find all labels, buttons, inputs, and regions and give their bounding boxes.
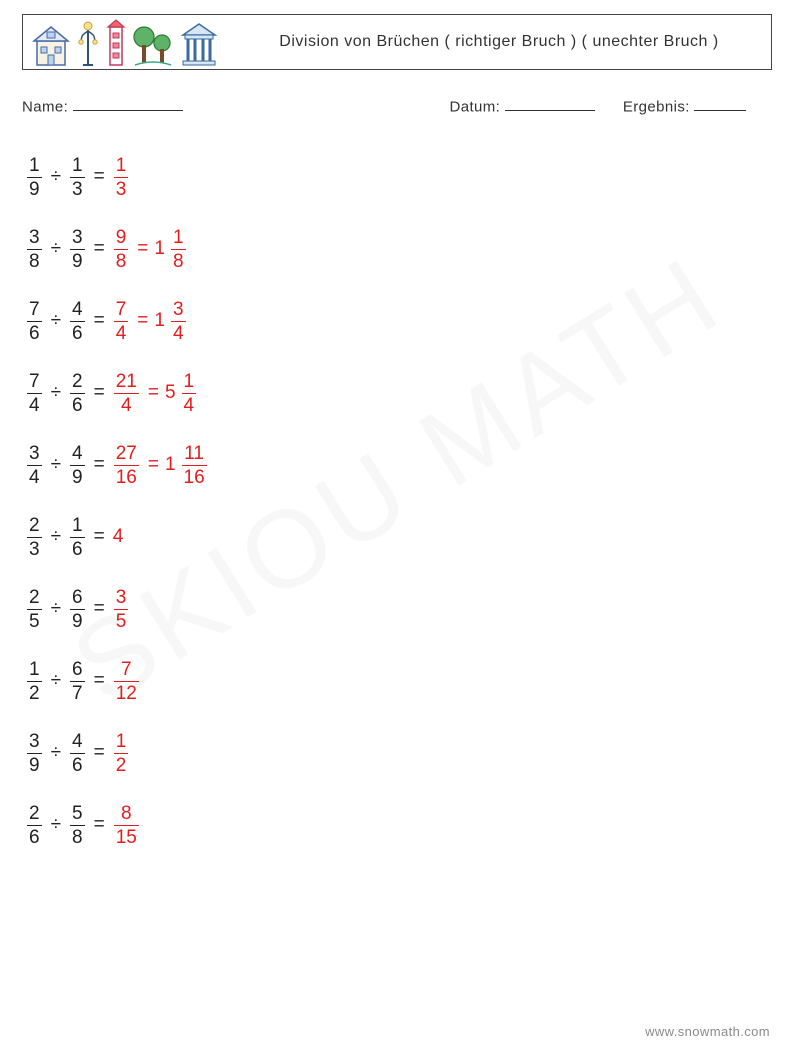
result-label: Ergebnis: — [623, 98, 690, 115]
division-sign: ÷ — [51, 526, 61, 548]
equals-sign: = — [94, 814, 105, 836]
fraction: 35 — [114, 588, 129, 631]
equals-sign: = — [148, 454, 159, 476]
equals-sign: = — [137, 310, 148, 332]
fraction: 46 — [70, 300, 85, 343]
fraction: 34 — [171, 300, 186, 343]
fraction: 25 — [27, 588, 42, 631]
problem-row: 26 ÷ 58 = 815 — [24, 789, 772, 861]
equals-sign: = — [94, 742, 105, 764]
fraction: 39 — [70, 228, 85, 271]
house-icon — [31, 23, 71, 67]
problem-row: 38 ÷ 39 = 98 = 118 — [24, 213, 772, 285]
equals-sign: = — [137, 238, 148, 260]
equals-sign: = — [94, 454, 105, 476]
fraction: 26 — [70, 372, 85, 415]
fraction: 13 — [70, 156, 85, 199]
fraction: 74 — [114, 300, 129, 343]
fraction: 1116 — [182, 444, 207, 487]
equals-sign: = — [148, 382, 159, 404]
problem-row: 23 ÷ 16 = 4 — [24, 501, 772, 573]
mixed-number: 514 — [165, 372, 199, 415]
integer-answer: 4 — [113, 526, 124, 548]
division-sign: ÷ — [51, 382, 61, 404]
fraction: 14 — [182, 372, 197, 415]
fraction: 67 — [70, 660, 85, 703]
problem-row: 19 ÷ 13 = 13 — [24, 141, 772, 213]
division-sign: ÷ — [51, 742, 61, 764]
fraction: 39 — [27, 732, 42, 775]
division-sign: ÷ — [51, 670, 61, 692]
header-box: Division von Brüchen ( richtiger Bruch )… — [22, 14, 772, 70]
mixed-number: 134 — [154, 300, 188, 343]
division-sign: ÷ — [51, 454, 61, 476]
fraction: 214 — [114, 372, 139, 415]
temple-icon — [179, 21, 219, 67]
fraction: 46 — [70, 732, 85, 775]
equals-sign: = — [94, 166, 105, 188]
problem-row: 25 ÷ 69 = 35 — [24, 573, 772, 645]
division-sign: ÷ — [51, 166, 61, 188]
division-sign: ÷ — [51, 238, 61, 260]
name-blank — [73, 96, 183, 111]
fraction: 13 — [114, 156, 129, 199]
fraction: 712 — [114, 660, 139, 703]
division-sign: ÷ — [51, 310, 61, 332]
problem-list: 19 ÷ 13 = 13 38 ÷ 39 = 98 = 118 76 ÷ 46 = 74 = 134 74 ÷ 26 = 21… — [22, 141, 772, 861]
mixed-number: 118 — [154, 228, 188, 271]
fraction: 58 — [70, 804, 85, 847]
fraction: 12 — [27, 660, 42, 703]
fraction: 19 — [27, 156, 42, 199]
problem-row: 76 ÷ 46 = 74 = 134 — [24, 285, 772, 357]
trees-icon — [133, 21, 173, 67]
fraction: 69 — [70, 588, 85, 631]
lamp-icon — [77, 19, 99, 67]
fraction: 18 — [171, 228, 186, 271]
fraction: 34 — [27, 444, 42, 487]
date-label: Datum: — [450, 98, 501, 115]
division-sign: ÷ — [51, 814, 61, 836]
fraction: 76 — [27, 300, 42, 343]
equals-sign: = — [94, 670, 105, 692]
fraction: 38 — [27, 228, 42, 271]
equals-sign: = — [94, 238, 105, 260]
tower-icon — [105, 19, 127, 67]
fraction: 49 — [70, 444, 85, 487]
division-sign: ÷ — [51, 598, 61, 620]
result-blank — [694, 96, 746, 111]
meta-line: Name: Datum: Ergebnis: — [22, 96, 772, 115]
fraction: 16 — [70, 516, 85, 559]
problem-row: 12 ÷ 67 = 712 — [24, 645, 772, 717]
equals-sign: = — [94, 526, 105, 548]
equals-sign: = — [94, 382, 105, 404]
equals-sign: = — [94, 598, 105, 620]
worksheet-title: Division von Brüchen ( richtiger Bruch )… — [227, 15, 771, 69]
header-icon-strip — [23, 15, 227, 69]
fraction: 12 — [114, 732, 129, 775]
problem-row: 74 ÷ 26 = 214 = 514 — [24, 357, 772, 429]
mixed-number: 11116 — [165, 444, 210, 487]
problem-row: 34 ÷ 49 = 2716 = 11116 — [24, 429, 772, 501]
fraction: 98 — [114, 228, 129, 271]
fraction: 815 — [114, 804, 139, 847]
problem-row: 39 ÷ 46 = 12 — [24, 717, 772, 789]
footer-url: www.snowmath.com — [645, 1024, 770, 1039]
fraction: 74 — [27, 372, 42, 415]
fraction: 23 — [27, 516, 42, 559]
fraction: 26 — [27, 804, 42, 847]
name-label: Name: — [22, 98, 68, 115]
date-blank — [505, 96, 595, 111]
fraction: 2716 — [114, 444, 139, 487]
equals-sign: = — [94, 310, 105, 332]
